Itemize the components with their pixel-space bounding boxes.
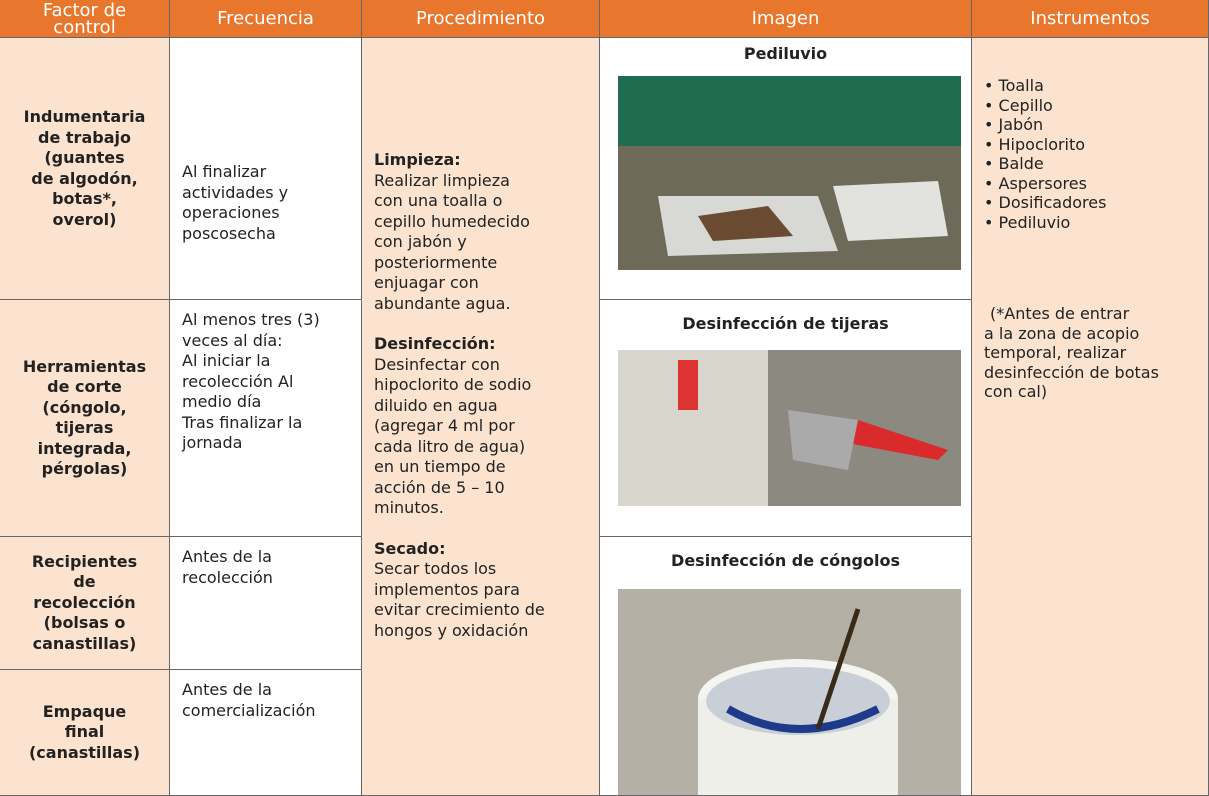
photo: [618, 589, 961, 795]
header-cell: Imagen: [600, 0, 972, 38]
instrument-item: • Aspersores: [984, 173, 1087, 193]
procedure-line: minutos.: [374, 498, 444, 517]
instrument-item: • Toalla: [984, 76, 1044, 95]
factor-cell: Herramientas de corte (cóngolo, tijeras inte…: [0, 300, 170, 537]
procedure-line: cada litro de agua): [374, 436, 526, 456]
factor-line: de trabajo: [38, 127, 131, 147]
factor-line: de algodón,: [31, 168, 138, 188]
frequency-line: jornada: [182, 433, 243, 452]
procedure-line: cepillo humedecido: [374, 211, 530, 231]
factor-line: (guantes: [44, 148, 125, 167]
instrument-item: • Balde: [984, 154, 1044, 173]
frequency-line: recolección Al: [182, 371, 294, 391]
procedure-line: Secar todos los: [374, 559, 497, 578]
instrument-item: • Pediluvio: [984, 212, 1071, 232]
factor-line: Recipientes: [31, 551, 138, 571]
factor-line: pérgolas): [41, 459, 128, 478]
factor-line: (canastillas): [28, 742, 141, 762]
factor-line: botas*,: [52, 189, 117, 208]
frequency-line: actividades y: [182, 182, 289, 202]
instrument-note: temporal, realizar: [984, 343, 1127, 362]
frequency-line: Antes de la: [182, 547, 272, 566]
procedure-line: diluido en agua: [374, 395, 498, 415]
procedure-line: (agregar 4 ml por: [374, 416, 515, 435]
instrument-note: con cal): [984, 382, 1048, 401]
procedure-line: evitar crecimiento de: [374, 600, 545, 619]
frequency-line: recolección: [182, 567, 273, 587]
procedure-line: Desinfectar con: [374, 354, 500, 374]
instrument-item: • Cepillo: [984, 95, 1053, 115]
procedure-line: con una toalla o: [374, 191, 503, 210]
header-cell: Frecuencia: [170, 0, 362, 38]
photo: [618, 350, 961, 506]
factor-cell: Recipientes de recolección (bolsas o canasti…: [0, 537, 170, 670]
factor-line: tijeras: [55, 418, 114, 437]
procedure-line: posteriormente: [374, 252, 498, 272]
image-caption: Pediluvio: [743, 44, 828, 63]
frequency-line: comercialización: [182, 700, 316, 720]
header-cell: Procedimiento: [362, 0, 600, 38]
frequency-line: veces al día:: [182, 330, 283, 350]
frequency-cell: Antes de la comercialización: [170, 670, 362, 796]
procedure-heading: Limpieza:: [374, 150, 461, 169]
factor-line: Indumentaria: [23, 107, 146, 126]
factor-line: Herramientas: [22, 356, 147, 376]
instrument-item: • Hipoclorito: [984, 134, 1086, 154]
procedure-line: hipoclorito de sodio: [374, 375, 532, 394]
frequency-cell: Al menos tres (3) veces al día: Al iniciar…: [170, 300, 362, 537]
factor-line: de corte: [47, 377, 122, 396]
procedure-line: Realizar limpieza: [374, 170, 510, 190]
factor-cell: Empaque final (canastillas): [0, 670, 170, 796]
frequency-line: Tras finalizar la: [182, 412, 303, 432]
image-caption: Desinfección de tijeras: [682, 314, 889, 333]
header-cell: Factor de control: [0, 0, 170, 38]
factor-line: canastillas): [32, 633, 137, 653]
procedure-heading: Desinfección:: [374, 334, 496, 353]
frequency-line: poscosecha: [182, 223, 276, 243]
procedure-line: enjuagar con: [374, 273, 479, 292]
procedure-line: abundante agua.: [374, 293, 511, 313]
procedure-line: acción de 5 – 10: [374, 477, 505, 497]
procedure-heading: Secado:: [374, 538, 446, 558]
instrument-item: • Dosificadores: [984, 193, 1107, 212]
factor-line: integrada,: [37, 438, 132, 458]
header-cell: Instrumentos: [972, 0, 1209, 38]
factor-line: (bolsas o: [43, 613, 126, 633]
factor-line: Empaque: [42, 701, 127, 721]
photo: [618, 76, 961, 270]
factor-line: de: [73, 572, 96, 592]
factor-line: final: [64, 722, 105, 742]
image-caption: Desinfección de cóngolos: [671, 551, 900, 570]
factor-line: recolección: [33, 592, 136, 612]
factor-cell: Indumentaria de trabajo (guantes de algodón…: [0, 38, 170, 300]
frequency-line: Al menos tres (3): [182, 310, 320, 329]
image-cell: Desinfección de tijeras: [600, 300, 972, 537]
instrument-note: desinfección de botas: [984, 362, 1159, 382]
image-cell: Pediluvio: [600, 38, 972, 300]
factor-line: (cóngolo,: [42, 397, 127, 417]
frequency-cell: Antes de la recolección: [170, 537, 362, 670]
frequency-cell: Al finalizar actividades y operaciones posc…: [170, 38, 362, 300]
frequency-line: Antes de la: [182, 680, 272, 699]
procedure-line: en un tiempo de: [374, 457, 506, 476]
instrument-item: • Jabón: [984, 115, 1044, 134]
frequency-line: Al iniciar la: [182, 351, 271, 370]
procedure-line: implementos para: [374, 579, 520, 599]
factor-line: overol): [52, 209, 117, 229]
procedure-line: hongos y oxidación: [374, 620, 529, 640]
instrument-note: a la zona de acopio: [984, 323, 1140, 343]
instrument-note: (*Antes de entrar: [990, 304, 1130, 323]
procedure-cell: Limpieza: Realizar limpieza con una toalla…: [362, 38, 600, 796]
instruments-cell: • Toalla • Cepillo • Jabón • Hipoclorito • B…: [972, 38, 1209, 796]
frequency-line: operaciones: [182, 203, 280, 222]
procedure-line: con jabón y: [374, 232, 467, 251]
header-text: Factor de control: [42, 0, 127, 38]
frequency-line: Al finalizar: [182, 162, 267, 181]
frequency-line: medio día: [182, 392, 262, 411]
image-cell: Desinfección de cóngolos: [600, 537, 972, 796]
